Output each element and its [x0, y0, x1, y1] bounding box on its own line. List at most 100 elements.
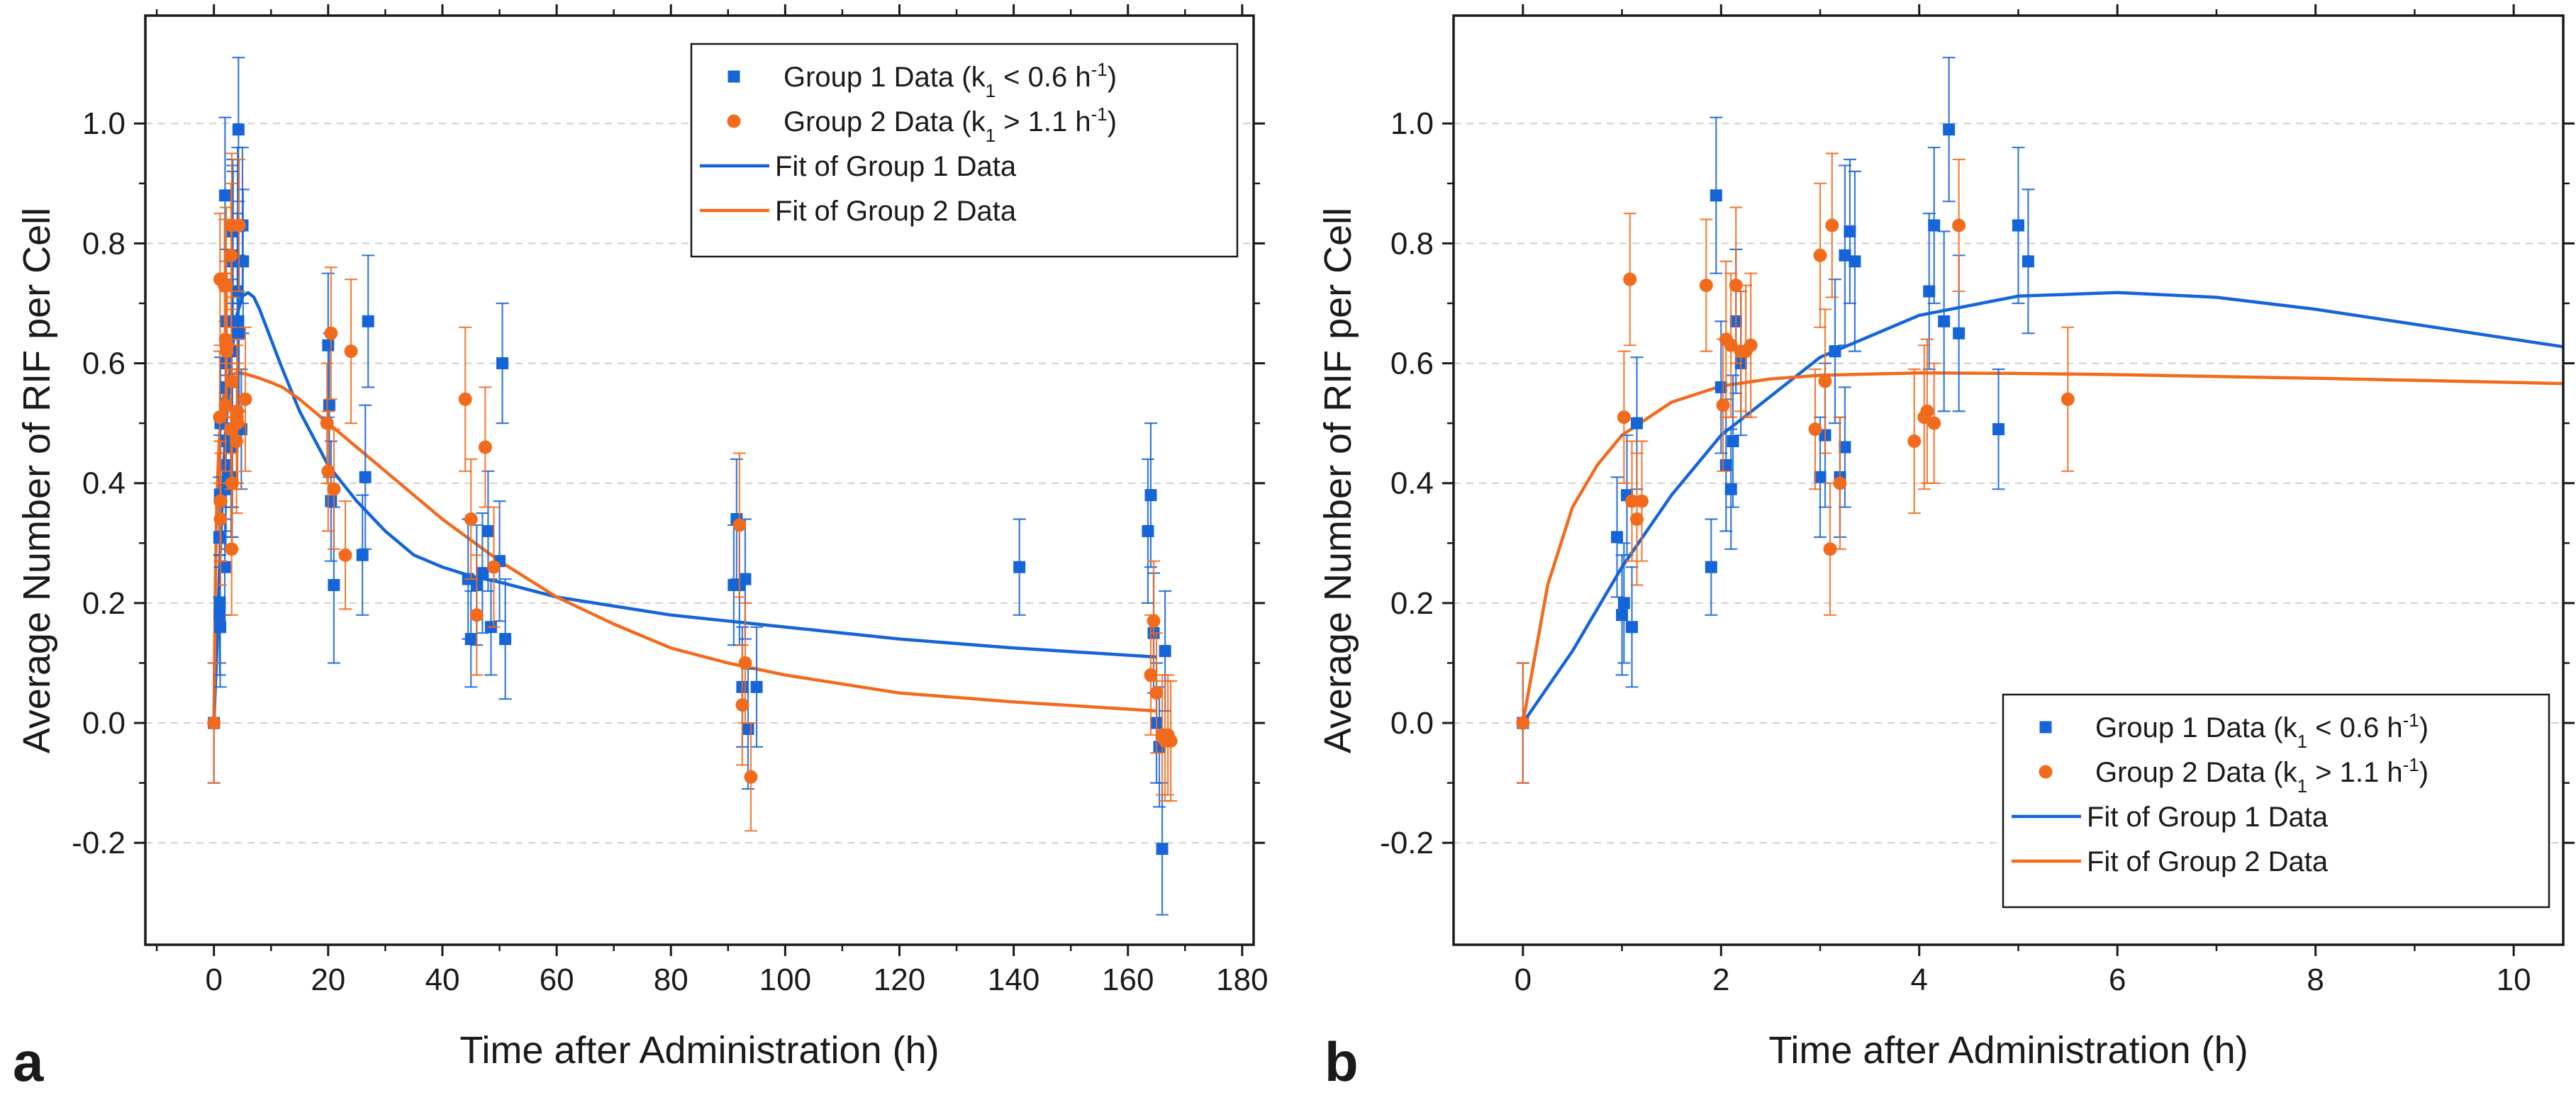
- y-tick-label: 0.6: [1390, 347, 1434, 381]
- data-point-square: [1705, 561, 1717, 573]
- data-point-circle: [1724, 338, 1738, 352]
- data-point-square: [1714, 381, 1727, 393]
- data-point-square: [1142, 524, 1154, 537]
- data-point-square: [1719, 459, 1732, 471]
- y-tick-label: -0.2: [72, 826, 126, 860]
- data-point-square: [1943, 123, 1956, 136]
- data-point-circle: [218, 398, 233, 412]
- data-point-square: [1953, 327, 1966, 339]
- y-tick-label: 0.2: [1390, 586, 1434, 621]
- y-tick-label: 0.8: [82, 226, 126, 261]
- data-point-square: [323, 399, 335, 412]
- data-point-circle: [232, 218, 246, 232]
- x-tick-label: 10: [2497, 962, 2531, 997]
- y-tick-label: -0.2: [1380, 826, 1434, 860]
- x-tick-label: 120: [874, 962, 925, 997]
- data-point-circle: [1907, 434, 1922, 449]
- x-tick-label: 0: [205, 962, 222, 997]
- y-tick-label: 0.0: [82, 706, 126, 741]
- x-tick-label: 140: [988, 962, 1039, 997]
- data-point-square: [496, 357, 509, 370]
- fit-line-group1: [212, 291, 1157, 724]
- data-point-circle: [321, 464, 335, 478]
- data-point-circle: [338, 548, 352, 562]
- x-tick-label: 100: [759, 962, 811, 997]
- data-point-square: [362, 315, 374, 327]
- x-tick-label: 180: [1216, 962, 1268, 997]
- data-point-square: [1616, 609, 1629, 622]
- legend-label: Group 1 Data (k1 < 0.6 h-1): [2095, 709, 2429, 752]
- data-point-square: [2012, 219, 2024, 232]
- legend-box: [690, 43, 1239, 258]
- data-point-square: [1839, 249, 1851, 262]
- data-point-circle: [1623, 272, 1637, 286]
- legend: Group 1 Data (k1 < 0.6 h-1)Group 2 Data …: [690, 43, 1239, 258]
- data-point-circle: [1634, 494, 1649, 508]
- y-tick-label: 1.0: [1390, 106, 1434, 141]
- x-tick-label: 4: [1910, 962, 1927, 997]
- data-point-square: [1013, 561, 1026, 573]
- data-point-square: [218, 561, 231, 573]
- x-tick-label: 80: [654, 962, 688, 997]
- data-point-square: [1631, 417, 1644, 429]
- legend-label: Fit of Group 2 Data: [2087, 846, 2329, 877]
- data-point-circle: [1825, 218, 1839, 232]
- data-point-square: [1829, 345, 1841, 358]
- data-point-circle: [735, 698, 749, 712]
- data-point-square: [232, 123, 245, 136]
- fit-line-group2: [212, 371, 1157, 724]
- data-point-circle: [213, 512, 228, 526]
- data-point-square: [481, 524, 494, 537]
- data-point-square: [1992, 423, 2005, 436]
- data-point-circle: [1927, 416, 1941, 430]
- data-point-square: [1923, 285, 1936, 298]
- data-point-circle: [464, 512, 478, 526]
- data-point-square: [1844, 225, 1856, 237]
- fit-line-group1: [1521, 291, 2563, 724]
- data-point-circle: [1833, 476, 1847, 490]
- plot-area: [1516, 57, 2563, 784]
- y-tick-label: 0.6: [82, 347, 126, 381]
- data-point-circle: [1729, 279, 1743, 293]
- data-point-square: [1839, 441, 1851, 454]
- data-point-square: [232, 315, 245, 327]
- x-tick-label: 2: [1712, 962, 1729, 997]
- legend-label: Fit of Group 1 Data: [775, 151, 1017, 182]
- data-point-square: [499, 633, 512, 646]
- legend-marker-circle: [2039, 765, 2053, 779]
- data-point-circle: [225, 542, 239, 556]
- data-point-circle: [1744, 338, 1758, 352]
- data-point-circle: [213, 410, 227, 425]
- data-point-square: [1724, 483, 1737, 495]
- panel-letter: a: [13, 1031, 44, 1093]
- data-point-circle: [1716, 398, 1730, 412]
- data-point-circle: [220, 338, 234, 352]
- data-point-square: [739, 573, 752, 585]
- x-tick-label: 6: [2109, 962, 2126, 997]
- data-point-square: [328, 579, 340, 592]
- data-point-circle: [1813, 248, 1827, 262]
- data-point-square: [1727, 435, 1739, 448]
- data-point-circle: [219, 279, 233, 293]
- data-point-square: [1144, 489, 1157, 502]
- data-point-circle: [1164, 734, 1178, 748]
- data-point-circle: [230, 434, 244, 449]
- plot-frame: [144, 14, 1255, 946]
- data-point-square: [213, 609, 226, 622]
- legend-marker-square: [2039, 721, 2052, 734]
- data-point-square: [1710, 189, 1722, 202]
- data-point-circle: [478, 440, 492, 454]
- data-point-square: [464, 633, 477, 646]
- data-point-circle: [469, 608, 484, 622]
- legend: Group 1 Data (k1 < 0.6 h-1)Group 2 Data …: [2002, 693, 2550, 909]
- panel-letter: b: [1325, 1031, 1359, 1093]
- y-tick-label: 0.4: [82, 466, 126, 501]
- panel-b-chart: -0.2 0.0 0.2 0.4 0.6 0.8 1.0 0 2 4 6 8 10 Time after …: [1317, 4, 2575, 1093]
- data-point-square: [237, 255, 250, 268]
- x-axis-title: Time after Administration (h): [459, 1029, 939, 1072]
- x-tick-label: 8: [2307, 962, 2324, 997]
- data-point-square: [1814, 471, 1827, 483]
- data-point-square: [1626, 621, 1639, 634]
- legend-label: Fit of Group 1 Data: [2087, 802, 2329, 833]
